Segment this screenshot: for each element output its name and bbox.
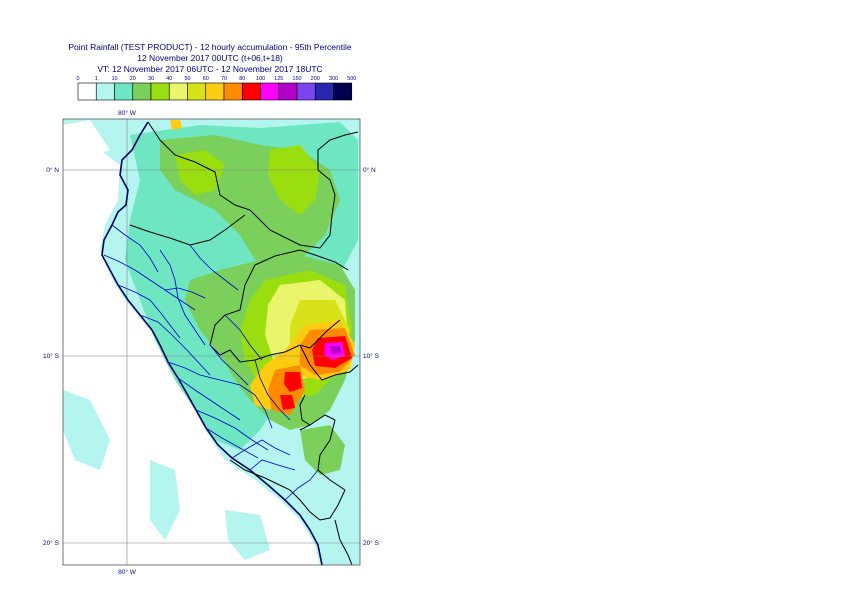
ocean-patch [63,390,110,470]
lon-label-bottom: 80° W [118,568,137,576]
lat-label-right-0: 0° N [363,166,376,174]
dry-patch [63,120,110,160]
lat-label-left-10s: 10° S [43,352,60,360]
legend-threshold-label: 20 [130,76,136,82]
lat-label-right-10s: 10° S [363,352,380,360]
legend-threshold-label: 300 [329,76,338,82]
legend-threshold-label: 500 [347,76,356,82]
rain-zone-150 [330,346,341,354]
lat-label-left-0: 0° N [46,166,59,174]
lon-label-top: 80° W [118,109,137,117]
map-content [63,119,360,565]
legend-threshold-label: 200 [311,76,320,82]
legend-threshold-label: 0 [76,76,79,82]
rain-zone-60 [170,120,182,130]
rain-zone-40 [268,145,320,215]
map-frame [62,118,361,566]
color-legend: 0 1 10 20 30 40 50 60 70 80 100 125 150 200 300 500 [76,76,356,101]
lat-label-left-20s: 20° S [43,539,60,547]
lat-label-right-20s: 20° S [363,539,380,547]
legend-labels: 0 1 10 20 30 40 50 60 70 80 100 125 150 200 300 500 [76,76,356,82]
legend-threshold-label: 1 [95,76,98,82]
rain-zone-100 [284,372,302,392]
coastline [101,121,323,565]
ocean-patch [150,460,180,540]
rain-zone-30-south [300,425,345,475]
title-line-3: VT: 12 November 2017 06UTC - 12 November… [97,64,323,74]
rain-zone-100 [280,395,295,410]
legend-threshold-label: 60 [203,76,209,82]
map-title: Point Rainfall (TEST PRODUCT) - 12 hourl… [30,42,390,75]
legend-boxes [77,82,353,101]
legend-threshold-label: 80 [239,76,245,82]
title-line-2: 12 November 2017 00UTC (t+06,t+18) [137,53,283,63]
legend-threshold-label: 150 [292,76,301,82]
title-line-1: Point Rainfall (TEST PRODUCT) - 12 hourl… [68,42,352,52]
legend-box-14 [333,82,353,101]
legend-threshold-label: 100 [256,76,265,82]
ocean-patch [225,510,270,560]
legend-threshold-label: 30 [148,76,154,82]
rain-zone-40 [175,150,225,195]
legend-threshold-label: 10 [111,76,117,82]
legend-threshold-label: 50 [184,76,190,82]
legend-threshold-label: 125 [274,76,283,82]
region-borders [103,224,319,501]
legend-threshold-label: 70 [221,76,227,82]
country-borders [129,121,359,565]
legend-threshold-label: 40 [166,76,172,82]
